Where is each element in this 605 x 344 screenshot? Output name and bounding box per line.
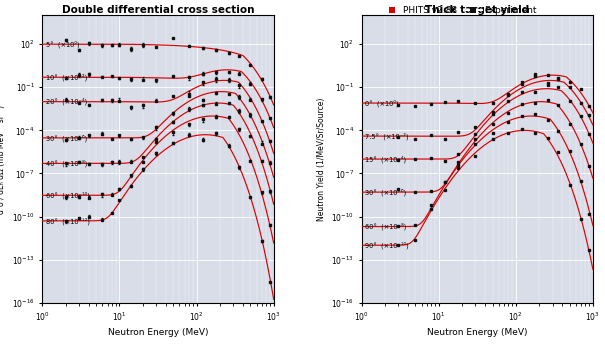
Y-axis label: Neutron Yield (1/MeV/Sr/Source): Neutron Yield (1/MeV/Sr/Source) — [316, 97, 325, 221]
Y-axis label: d²σ / dEₙ dΩ (mb MeV⁻¹ sr⁻¹): d²σ / dEₙ dΩ (mb MeV⁻¹ sr⁻¹) — [0, 105, 7, 214]
Text: 60°  (×10⁻⁸): 60° (×10⁻⁸) — [365, 223, 407, 230]
Title: Double differential cross section: Double differential cross section — [62, 5, 254, 15]
Text: 20°  (×10⁻⁴): 20° (×10⁻⁴) — [46, 98, 87, 105]
X-axis label: Neutron Energy (MeV): Neutron Energy (MeV) — [427, 328, 528, 337]
Legend: PHITS v2.88, Experiment: PHITS v2.88, Experiment — [379, 3, 541, 19]
Title: Thick target yield: Thick target yield — [425, 5, 529, 15]
Text: 60°  (×10⁻¹⁰): 60° (×10⁻¹⁰) — [46, 192, 90, 199]
Text: 5°  (×10⁰): 5° (×10⁰) — [46, 41, 80, 48]
Text: 10°  (×10⁻²): 10° (×10⁻²) — [46, 74, 88, 81]
Text: 80°  (×10⁻¹²): 80° (×10⁻¹²) — [46, 217, 90, 225]
Text: 30°  (×10⁻⁶): 30° (×10⁻⁶) — [46, 134, 87, 142]
Text: 90°  (×10⁻¹⁰): 90° (×10⁻¹⁰) — [365, 241, 409, 249]
Text: 30°  (×10⁻⁶): 30° (×10⁻⁶) — [365, 189, 407, 196]
Text: 40°  (×10⁻⁸): 40° (×10⁻⁸) — [46, 160, 88, 167]
Text: 0°  (×10⁰): 0° (×10⁰) — [365, 99, 399, 107]
Text: 15°  (×10⁻⁴): 15° (×10⁻⁴) — [365, 155, 407, 163]
X-axis label: Neutron Energy (MeV): Neutron Energy (MeV) — [108, 328, 208, 337]
Text: 7.5°  (×10⁻²): 7.5° (×10⁻²) — [365, 132, 409, 140]
